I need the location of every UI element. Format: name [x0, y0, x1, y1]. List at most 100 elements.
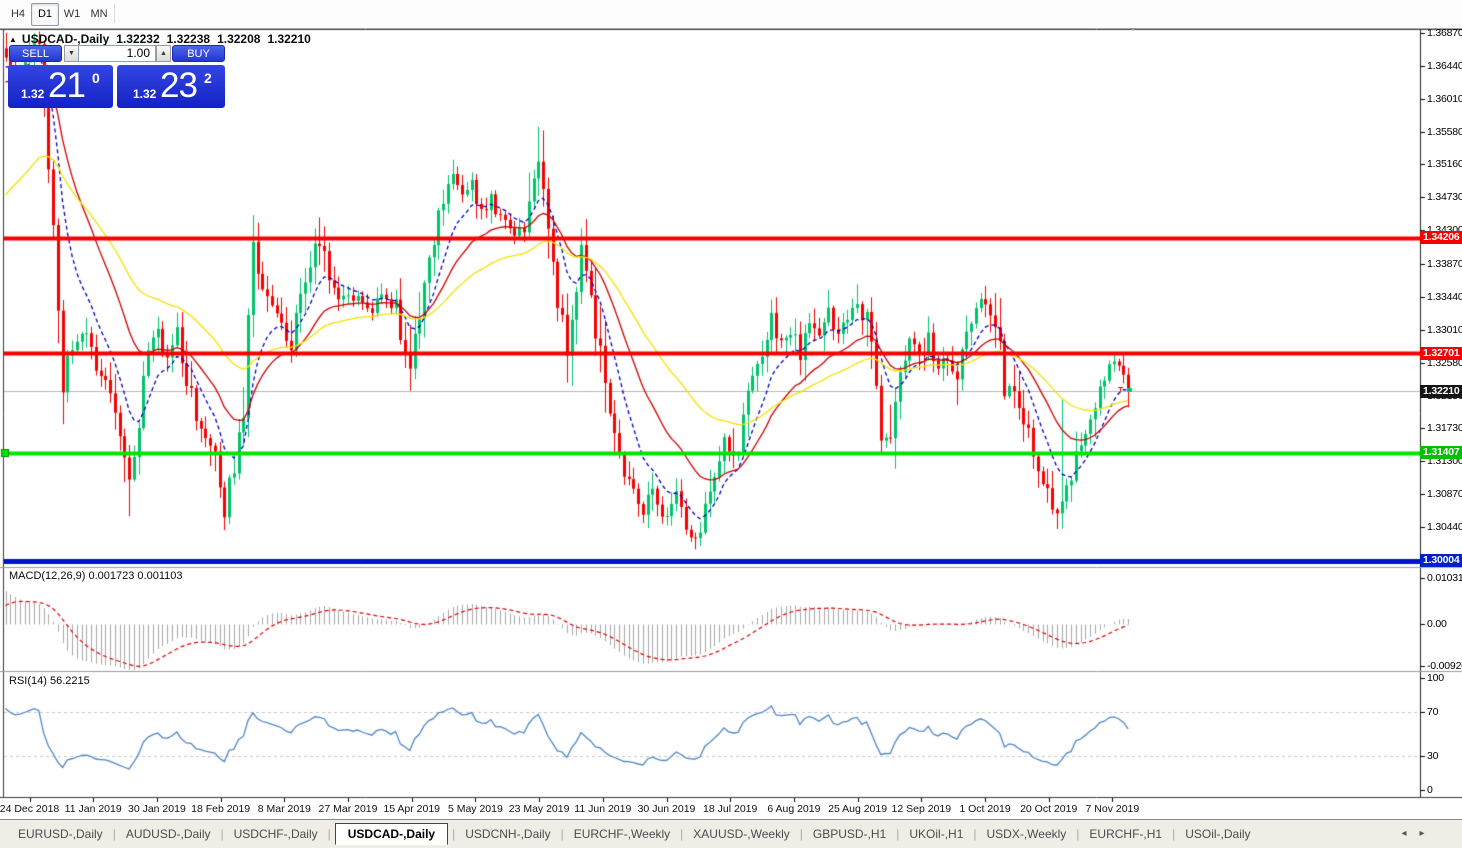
tab-eurusd-daily[interactable]: EURUSD-,Daily: [18, 827, 103, 841]
tab-separator: |: [799, 827, 803, 841]
rsi-tick-label: 0: [1427, 784, 1433, 796]
tab-separator: |: [973, 827, 977, 841]
tab-separator: |: [1076, 827, 1080, 841]
price-tick-label: 1.36010: [1427, 93, 1462, 106]
date-tick-label: 8 Mar 2019: [257, 803, 311, 815]
date-tick-label: 18 Feb 2019: [191, 803, 251, 815]
price-tick-label: 1.30440: [1427, 521, 1462, 534]
rsi-tick-label: 30: [1427, 750, 1439, 763]
price-tick-label: 1.31730: [1427, 421, 1462, 434]
buy-price-sup: 2: [204, 70, 212, 86]
sell-price-prefix: 1.32: [21, 87, 45, 101]
rsi-header: RSI(14) 56.2215: [9, 675, 90, 687]
timeframe-button-d1[interactable]: D1: [31, 3, 59, 26]
rsi-values: 56.2215: [49, 675, 90, 687]
timeframe-toolbar: H4 D1 W1 MN: [0, 0, 1462, 28]
rsi-tick-label: 70: [1427, 705, 1439, 718]
macd-tick-label: 0.010311: [1427, 572, 1462, 584]
ohlc-value: 1.32232: [116, 32, 160, 46]
tab-separator: |: [220, 827, 224, 841]
volume-increase-button[interactable]: ▲: [156, 45, 171, 62]
rsi-tick-label: 100: [1427, 672, 1444, 684]
tab-usoil-daily[interactable]: USOil-,Daily: [1185, 827, 1251, 841]
chart-tabs-bar: EURUSD-,Daily | AUDUSD-,Daily | USDCHF-,Dail…: [0, 819, 1462, 848]
buy-price-button[interactable]: 1.32 23 2: [117, 65, 225, 108]
buy-button[interactable]: BUY: [172, 45, 225, 62]
symbol-period-label: USDCAD-,Daily: [21, 32, 110, 46]
chevron-down-icon: ▼: [68, 50, 75, 57]
toolbar-divider: [114, 4, 115, 23]
tab-ukoil-h1[interactable]: UKOil-,H1: [909, 827, 964, 841]
tab-separator: |: [560, 827, 564, 841]
buy-price-prefix: 1.32: [133, 87, 157, 101]
price-tick-label: 1.33440: [1427, 290, 1462, 303]
hline-price-tag: 1.30004: [1420, 554, 1462, 568]
price-tick-label: 1.36870: [1427, 26, 1462, 39]
collapse-icon: ▲: [9, 35, 17, 44]
macd-tick-label: -0.009203: [1427, 660, 1462, 672]
date-tick-label: 27 Mar 2019: [318, 803, 378, 815]
date-tick-label: 24 Dec 2018: [0, 803, 60, 815]
ohlc-value: 1.32210: [267, 32, 311, 46]
tab-usdcnh-daily[interactable]: USDCNH-,Daily: [465, 827, 551, 841]
timeframe-button-w1[interactable]: W1: [63, 8, 81, 20]
volume-decrease-button[interactable]: ▼: [64, 45, 79, 62]
date-tick-label: 12 Sep 2019: [891, 803, 952, 815]
date-tick-label: 7 Nov 2019: [1085, 803, 1140, 815]
tabs-scroll-left-icon[interactable]: ◂: [1401, 828, 1407, 839]
tab-separator: |: [896, 827, 900, 841]
tab-eurchf-h1[interactable]: EURCHF-,H1: [1089, 827, 1163, 841]
tab-eurchf-weekly[interactable]: EURCHF-,Weekly: [573, 827, 671, 841]
tab-xauusd-weekly[interactable]: XAUUSD-,Weekly: [693, 827, 790, 841]
tab-usdx-weekly[interactable]: USDX-,Weekly: [986, 827, 1067, 841]
date-tick-label: 20 Oct 2019: [1020, 803, 1078, 815]
tab-separator: |: [327, 827, 331, 841]
sell-price-button[interactable]: 1.32 21 0: [8, 65, 113, 108]
ohlc-values: 1.32232 1.32238 1.32208 1.32210: [109, 32, 311, 46]
current-price-tag: 1.32210: [1420, 384, 1462, 398]
price-tick-label: 1.34730: [1427, 191, 1462, 204]
price-tick-label: 1.36440: [1427, 60, 1462, 73]
macd-name: MACD(12,26,9): [9, 570, 86, 582]
one-click-trading-panel: SELL ▼ 1.00 ▲ BUY 1.32 21 0 1.32 23 2: [8, 45, 226, 108]
date-tick-label: 1 Oct 2019: [959, 803, 1011, 815]
price-tick-label: 1.30870: [1427, 488, 1462, 501]
ohlc-value: 1.32238: [166, 32, 211, 46]
price-tick-label: 1.33010: [1427, 323, 1462, 336]
tabs-scroll-right-icon[interactable]: ▸: [1419, 828, 1425, 839]
hline-price-tag: 1.34206: [1420, 231, 1462, 245]
date-tick-label: 30 Jan 2019: [127, 803, 186, 815]
date-tick-label: 6 Aug 2019: [767, 803, 821, 815]
macd-values: 0.001723 0.001103: [88, 570, 183, 582]
volume-input[interactable]: 1.00: [78, 45, 156, 62]
tab-separator: |: [112, 827, 116, 841]
price-tick-label: 1.33870: [1427, 257, 1462, 270]
sell-price-big: 21: [48, 66, 86, 105]
date-tick-label: 30 Jun 2019: [637, 803, 696, 815]
sell-price-sup: 0: [92, 70, 100, 86]
hline-price-tag: 1.31407: [1420, 446, 1462, 460]
sell-button[interactable]: SELL: [9, 45, 62, 62]
rsi-name: RSI(14): [9, 675, 47, 687]
date-tick-label: 5 May 2019: [447, 803, 503, 815]
chevron-up-icon: ▲: [160, 50, 167, 57]
tab-gbpusd-h1[interactable]: GBPUSD-,H1: [812, 827, 887, 841]
ohlc-value: 1.32208: [217, 32, 261, 46]
timeframe-button-h4[interactable]: H4: [10, 8, 26, 20]
tab-usdcad-daily[interactable]: USDCAD-,Daily: [334, 823, 449, 845]
tab-separator: |: [1172, 827, 1176, 841]
chart-title: ▲ USDCAD-,Daily 1.32232 1.32238 1.32208 1.322…: [9, 32, 311, 46]
hline-price-tag: 1.32701: [1420, 346, 1462, 360]
tab-usdchf-daily[interactable]: USDCHF-,Daily: [233, 827, 318, 841]
price-tick-label: 1.35580: [1427, 126, 1462, 139]
tab-audusd-daily[interactable]: AUDUSD-,Daily: [125, 827, 211, 841]
timeframe-button-mn[interactable]: MN: [90, 8, 108, 20]
date-tick-label: 11 Jun 2019: [574, 803, 632, 815]
date-tick-label: 11 Jan 2019: [64, 803, 122, 815]
macd-header: MACD(12,26,9) 0.001723 0.001103: [9, 570, 182, 582]
macd-tick-label: 0.00: [1427, 618, 1447, 631]
tab-separator: |: [680, 827, 684, 841]
date-tick-label: 15 Apr 2019: [383, 803, 441, 815]
